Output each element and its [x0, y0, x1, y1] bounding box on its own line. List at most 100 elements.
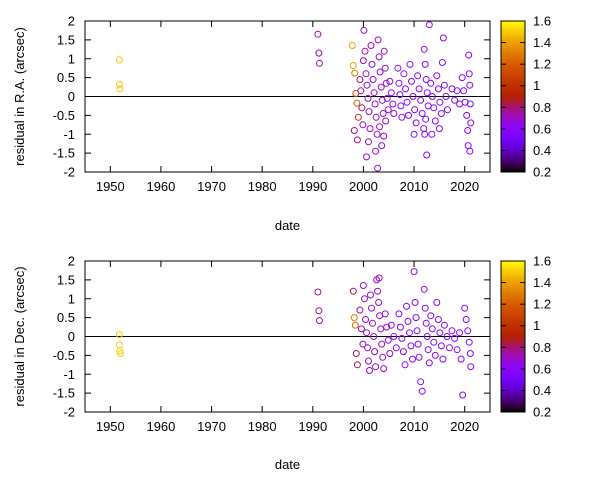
data-point: [409, 355, 416, 363]
data-point: [423, 333, 431, 340]
data-point: [406, 329, 413, 337]
y-tick-label: -1.5: [53, 386, 75, 401]
data-point: [372, 363, 380, 371]
data-point: [371, 348, 379, 356]
data-point: [434, 85, 442, 93]
data-point: [365, 357, 372, 365]
colorbar-tick-label: 0.2: [533, 165, 551, 180]
data-point: [425, 359, 433, 367]
data-point: [352, 350, 360, 357]
data-point: [465, 51, 473, 59]
data-point: [439, 34, 447, 42]
data-point: [458, 74, 466, 82]
data-point: [404, 317, 412, 325]
data-point: [374, 36, 382, 44]
data-point: [464, 127, 472, 134]
data-point: [359, 282, 367, 289]
y-tick-label: 1: [68, 51, 75, 66]
y-tick-label: -2: [63, 405, 75, 420]
colorbar-tick-label: 0.2: [533, 405, 551, 420]
data-point: [363, 153, 370, 161]
y-tick-label: 1.5: [57, 32, 75, 47]
data-point: [375, 274, 383, 282]
data-point: [435, 125, 443, 133]
data-point: [397, 102, 405, 110]
data-point: [315, 307, 323, 315]
x-tick-label: 2020: [450, 419, 479, 434]
data-point: [407, 342, 415, 350]
data-point: [444, 106, 451, 114]
data-point: [392, 344, 400, 352]
x-tick-label: 2010: [400, 419, 429, 434]
data-point: [359, 57, 367, 65]
data-point: [433, 72, 441, 80]
data-point: [366, 367, 373, 374]
data-point: [350, 127, 358, 134]
data-point: [360, 26, 368, 34]
data-point: [369, 76, 377, 83]
x-tick-label: 2000: [349, 419, 378, 434]
data-point: [437, 342, 445, 350]
data-point: [415, 353, 423, 361]
data-point: [363, 81, 371, 89]
data-point: [440, 321, 448, 329]
data-point: [437, 110, 445, 117]
data-point: [361, 295, 368, 303]
data-point: [403, 302, 410, 310]
x-tick-label: 1980: [248, 419, 277, 434]
data-point: [434, 316, 442, 323]
data-point: [395, 310, 403, 318]
data-point: [410, 130, 418, 138]
data-point: [116, 350, 124, 357]
data-point: [370, 333, 378, 340]
data-point: [421, 60, 429, 68]
y-tick-label: 0: [68, 329, 75, 344]
data-point: [443, 333, 451, 340]
data-point: [448, 327, 456, 335]
data-point: [362, 316, 369, 323]
y-tick-label: -1: [63, 367, 75, 382]
data-point: [417, 378, 425, 386]
data-point: [115, 341, 123, 349]
data-point: [386, 350, 394, 357]
data-point: [421, 130, 429, 138]
data-point: [430, 104, 438, 112]
data-point: [390, 110, 398, 117]
data-point: [315, 317, 323, 325]
data-point: [423, 151, 431, 159]
data-point: [459, 391, 467, 399]
data-point: [420, 285, 428, 293]
data-point: [433, 299, 441, 306]
data-point: [356, 76, 364, 83]
data-point: [456, 329, 464, 337]
data-point: [405, 111, 412, 119]
data-point: [363, 329, 370, 337]
y-tick-label: -1.5: [53, 146, 75, 161]
x-tick-label: 1990: [298, 179, 327, 194]
y-tick-label: 1.5: [57, 272, 75, 287]
data-point: [377, 83, 385, 91]
data-point: [357, 325, 365, 333]
data-point: [401, 361, 409, 369]
data-point: [409, 93, 417, 100]
data-point: [356, 306, 364, 314]
data-point: [376, 68, 384, 76]
data-point: [436, 329, 444, 337]
colorbar-tick-label: 0.4: [533, 383, 551, 398]
data-point: [420, 45, 428, 53]
colorbar-tick-label: 0.6: [533, 121, 551, 136]
y-tick-label: 2: [68, 14, 75, 29]
data-point: [380, 47, 388, 55]
data-point: [353, 99, 361, 107]
data-point: [453, 87, 461, 95]
data-point: [446, 344, 453, 352]
colorbar-tick-label: 0.4: [533, 143, 551, 158]
y-tick-label: 0.5: [57, 310, 75, 325]
data-point: [115, 80, 123, 88]
data-point: [410, 268, 418, 276]
data-point: [418, 387, 426, 395]
data-point: [314, 30, 322, 38]
y-tick-label: 2: [68, 254, 75, 269]
data-point: [378, 340, 386, 348]
data-point: [425, 21, 433, 29]
